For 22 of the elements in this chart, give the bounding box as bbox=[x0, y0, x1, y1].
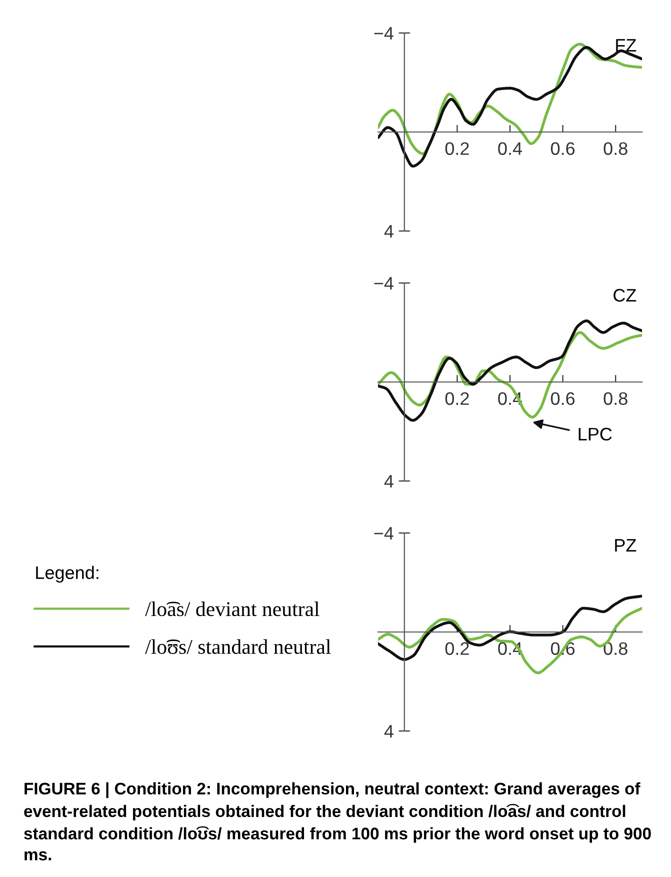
y-tick-label: 4 bbox=[384, 225, 394, 238]
x-tick-label: 0.4 bbox=[498, 142, 522, 155]
x-tick-label: 0.8 bbox=[604, 142, 628, 155]
legend-label: /lo͡ʊs/ standard neutral bbox=[145, 639, 331, 654]
legend-label: /lo͡as/ deviant neutral bbox=[145, 602, 320, 616]
x-tick-label: 0.2 bbox=[445, 142, 469, 155]
chart-title: PZ bbox=[615, 539, 636, 552]
x-tick-label: 0.2 bbox=[445, 392, 469, 405]
chart-title: FZ bbox=[616, 39, 636, 52]
chart-title: CZ bbox=[614, 288, 636, 302]
legend-title: Legend: bbox=[36, 566, 98, 583]
y-tick-label: −4 bbox=[374, 277, 394, 290]
x-tick-label: 0.6 bbox=[550, 392, 575, 405]
x-tick-label: 0.6 bbox=[550, 142, 575, 155]
x-tick-label: 0.8 bbox=[604, 392, 628, 405]
y-tick-label: 4 bbox=[384, 475, 394, 488]
caption: FIGURE 6 | Condition 2: Incomprehension, neutral context: Grand averages of event-related potentials obtained for the deviant condition /lo͡as/ and control standard condition /lo͡ʊs/ measured from 100 ms prior the word onset up to 900 ms. bbox=[24, 782, 651, 860]
x-tick-label: 0.2 bbox=[445, 642, 469, 655]
y-tick-label: −4 bbox=[374, 527, 394, 540]
y-tick-label: −4 bbox=[374, 27, 394, 40]
y-tick-label: 4 bbox=[384, 725, 394, 738]
annotation: LPC bbox=[578, 428, 612, 441]
